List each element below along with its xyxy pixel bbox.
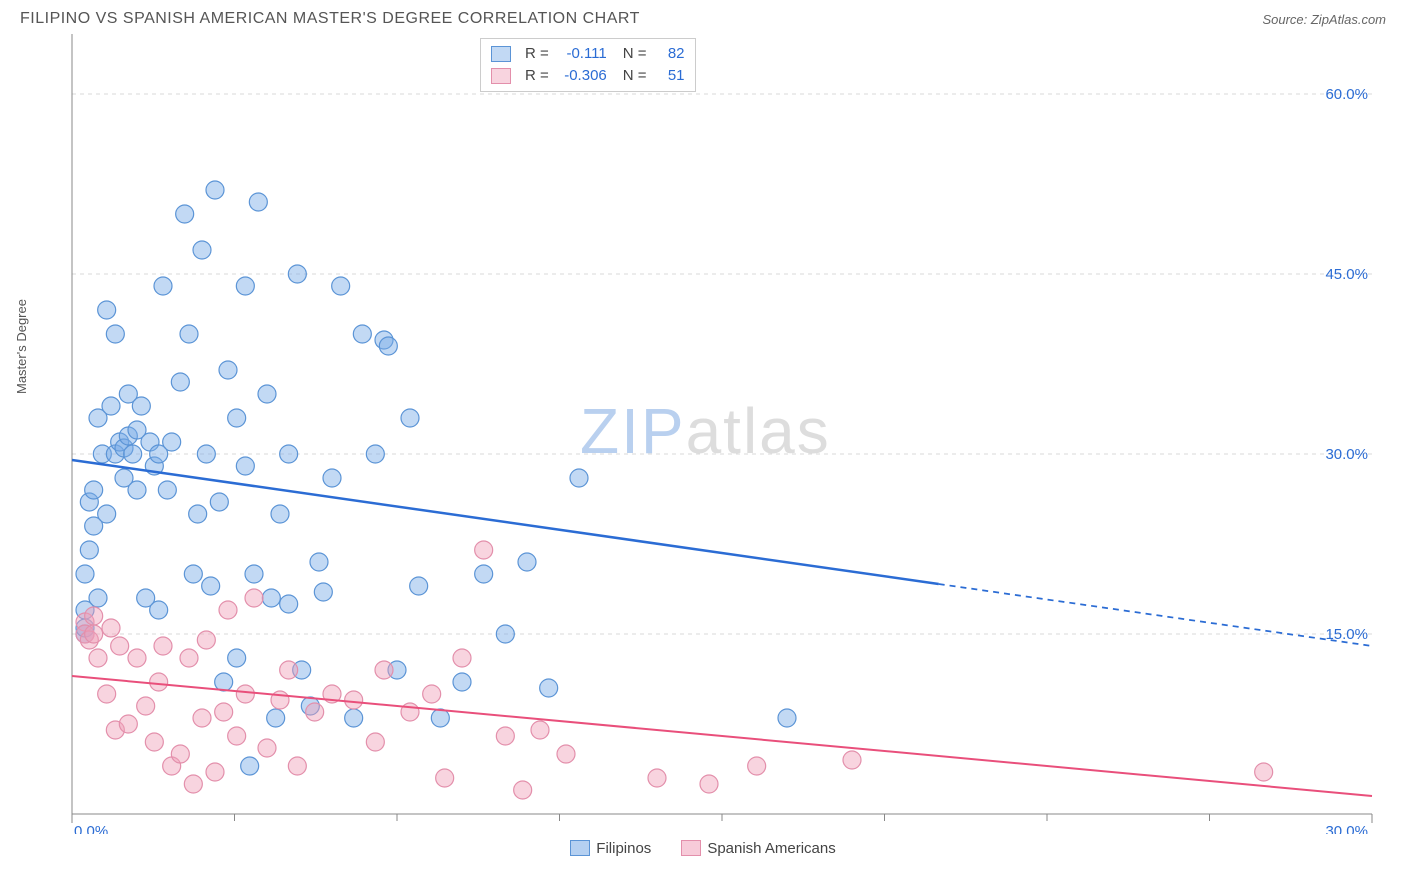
r-label: R = [525, 65, 549, 87]
legend-swatch [570, 840, 590, 856]
chart-title: FILIPINO VS SPANISH AMERICAN MASTER'S DE… [20, 10, 640, 28]
legend-swatch [491, 68, 511, 84]
legend-swatch [681, 840, 701, 856]
svg-text:30.0%: 30.0% [1325, 446, 1368, 463]
legend-item: Filipinos [570, 840, 651, 857]
r-label: R = [525, 43, 549, 65]
legend-swatch [491, 46, 511, 62]
n-label: N = [623, 65, 647, 87]
stat-row: R = -0.306 N = 51 [491, 65, 685, 87]
stats-legend: R = -0.111 N = 82 R = -0.306 N = 51 [480, 38, 696, 92]
n-value: 82 [655, 43, 685, 65]
svg-text:0.0%: 0.0% [74, 823, 108, 834]
n-label: N = [623, 43, 647, 65]
svg-text:60.0%: 60.0% [1325, 86, 1368, 103]
chart-header: FILIPINO VS SPANISH AMERICAN MASTER'S DE… [0, 0, 1406, 34]
svg-text:45.0%: 45.0% [1325, 266, 1368, 283]
r-value: -0.111 [557, 43, 607, 65]
chart-area: Master's Degree 15.0%30.0%45.0%60.0%0.0%… [20, 34, 1386, 834]
n-value: 51 [655, 65, 685, 87]
scatter-chart: 15.0%30.0%45.0%60.0%0.0%30.0% [20, 34, 1386, 834]
source-label: Source: ZipAtlas.com [1262, 12, 1386, 27]
r-value: -0.306 [557, 65, 607, 87]
svg-text:30.0%: 30.0% [1325, 823, 1368, 834]
legend-label: Filipinos [596, 840, 651, 857]
y-axis-label: Master's Degree [14, 299, 29, 394]
series-legend: Filipinos Spanish Americans [0, 840, 1406, 857]
legend-label: Spanish Americans [707, 840, 835, 857]
legend-item: Spanish Americans [681, 840, 835, 857]
stat-row: R = -0.111 N = 82 [491, 43, 685, 65]
